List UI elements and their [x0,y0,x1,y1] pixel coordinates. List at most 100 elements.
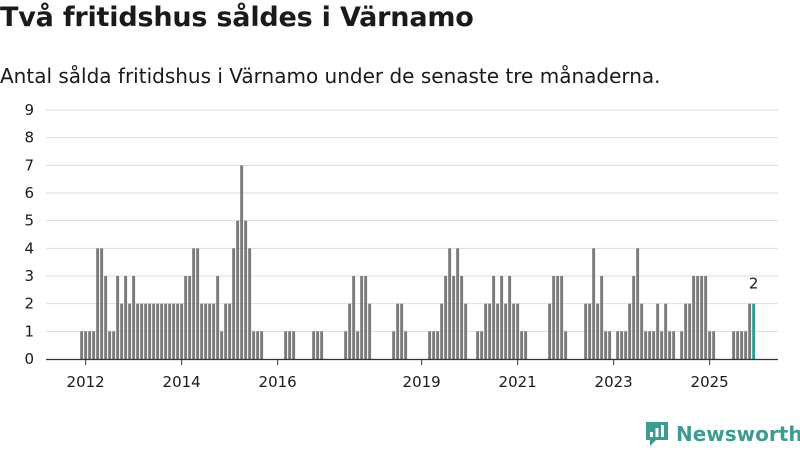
bar [100,248,104,359]
bar [484,303,488,359]
bars [80,165,756,359]
y-tick-label: 7 [24,156,34,174]
bar [680,331,684,359]
bar [688,303,692,359]
bar [432,331,436,359]
bar [636,248,640,359]
bar [640,303,644,359]
bar [84,331,88,359]
y-tick-label: 8 [24,129,34,147]
bar [664,303,668,359]
bar [200,303,204,359]
bar [360,276,364,359]
bar [352,276,356,359]
bar [220,331,224,359]
bar [456,248,460,359]
y-tick-label: 3 [24,267,34,285]
bar [348,303,352,359]
annotations: 2 [749,275,759,293]
bar [648,331,652,359]
bar [292,331,296,359]
bar [616,331,620,359]
bar [652,331,656,359]
bar [104,276,108,359]
bar [284,331,288,359]
bar [196,248,200,359]
bar [400,303,404,359]
bar [504,303,508,359]
bar [736,331,740,359]
bar [692,276,696,359]
bar [208,303,212,359]
bar [164,303,168,359]
bar [364,276,368,359]
newsworthy-logo[interactable]: Newsworthy [644,420,800,448]
bar [520,331,524,359]
y-tick-label: 6 [24,184,34,202]
bar [320,331,324,359]
bar [620,331,624,359]
y-axis-labels: 0 1 2 3 4 5 6 7 8 9 [24,101,34,368]
bar [168,303,172,359]
bar [748,303,752,359]
bar [80,331,84,359]
bar [204,303,208,359]
bar [696,276,700,359]
bar [260,331,264,359]
bar [436,331,440,359]
bar [712,331,716,359]
x-tick-label: 2012 [67,373,105,391]
newsworthy-logo-text: Newsworthy [676,422,800,446]
bar [524,331,528,359]
bar [556,276,560,359]
bar [464,303,468,359]
bar [172,303,176,359]
bar [240,165,244,359]
x-tick-label: 2014 [163,373,201,391]
bar [704,276,708,359]
bar [440,303,444,359]
bar [156,303,160,359]
bar [592,248,596,359]
bar [428,331,432,359]
bar [584,303,588,359]
bar [512,303,516,359]
bar [228,303,232,359]
bar [404,331,408,359]
bar [496,303,500,359]
chart-subtitle: Antal sålda fritidshus i Värnamo under d… [0,64,661,88]
bar [88,331,92,359]
y-tick-label: 9 [24,101,34,119]
bar [316,331,320,359]
x-tick-label: 2025 [691,373,729,391]
bar [560,276,564,359]
bar [596,303,600,359]
bar [124,276,128,359]
x-axis: 2012 2014 2016 2019 2021 2023 2025 [46,358,778,391]
bar [244,220,248,359]
y-tick-label: 4 [24,239,34,257]
bar [236,220,240,359]
x-tick-label: 2021 [499,373,537,391]
bar [684,303,688,359]
bar [600,276,604,359]
bar [668,331,672,359]
bar [644,331,648,359]
bar [136,303,140,359]
bar [232,248,236,359]
bar-highlight [752,303,756,359]
y-tick-label: 1 [24,322,34,340]
bar [608,331,612,359]
bar [476,331,480,359]
bar [588,303,592,359]
bar [180,303,184,359]
bar [176,303,180,359]
bar [604,331,608,359]
bar [140,303,144,359]
bar [248,248,252,359]
bar [224,303,228,359]
bar [252,331,256,359]
bar [256,331,260,359]
y-tick-label: 2 [24,295,34,313]
bar [492,276,496,359]
